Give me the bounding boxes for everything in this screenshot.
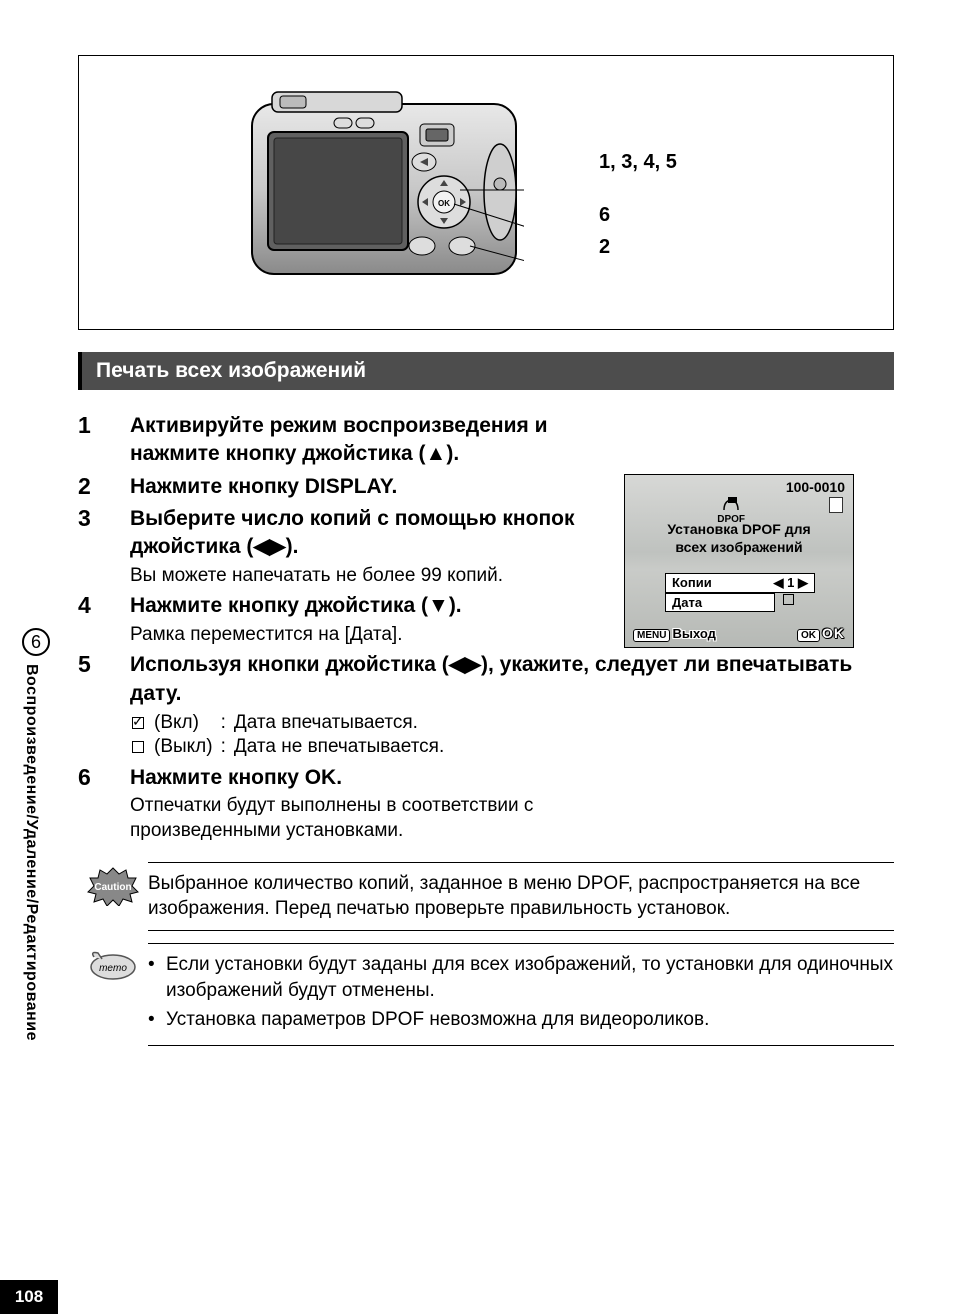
caution-icon: Caution <box>78 862 148 931</box>
step-title: Используя кнопки джойстика (◀▶), укажите… <box>130 651 894 708</box>
chapter-title-vertical: Воспроизведение/Удаление/Редактирование <box>22 664 40 1041</box>
step-desc: Отпечатки будут выполнены в соответствии… <box>130 794 650 843</box>
step-5-options: (Вкл) : Дата впечатывается. (Выкл) : Дат… <box>130 710 452 760</box>
step-number: 2 <box>78 473 130 501</box>
option-off: (Выкл) : Дата не впечатывается. <box>132 736 450 758</box>
lcd-title: Установка DPOF для всех изображений <box>625 521 853 556</box>
memory-card-icon <box>829 497 843 513</box>
page-content: OK 1, 3, 4, 5 6 2 Печать всех изображени… <box>78 0 954 1314</box>
diagram-callout-3: 2 <box>599 236 610 259</box>
menu-badge: MENU <box>633 629 670 642</box>
memo-note: memo Если установки будут заданы для все… <box>78 943 894 1046</box>
camera-diagram-box: OK 1, 3, 4, 5 6 2 <box>78 55 894 330</box>
option-sep: : <box>221 712 232 734</box>
lcd-copies-row: Копии ◀ 1 ▶ <box>665 573 815 593</box>
option-on-label: (Вкл) <box>154 712 219 734</box>
chapter-number: 6 <box>31 632 41 653</box>
ok-badge: OK <box>797 629 820 642</box>
diagram-callout-1: 1, 3, 4, 5 <box>599 151 677 174</box>
svg-text:Caution: Caution <box>94 882 131 893</box>
caution-text: Выбранное количество копий, заданное в м… <box>148 862 894 931</box>
step-1: 1 Активируйте режим воспроизведения и на… <box>78 412 894 469</box>
lcd-title-line2: всех изображений <box>675 539 802 555</box>
page-number: 108 <box>0 1280 58 1314</box>
lcd-copies-value: ◀ 1 ▶ <box>774 575 808 591</box>
step-title: Активируйте режим воспроизведения и нажм… <box>130 412 590 469</box>
lcd-ok: OKOK <box>797 625 845 641</box>
lcd-ok-label: OK <box>822 625 845 641</box>
steps-list: 100-0010 DPOF Установка DPOF для всех из… <box>78 412 894 844</box>
checkbox-unchecked-icon <box>132 741 144 753</box>
camera-illustration: OK <box>244 84 524 294</box>
lcd-copies-label: Копии <box>672 575 712 591</box>
step-number: 6 <box>78 764 130 844</box>
memo-bullet-1: Если установки будут заданы для всех изо… <box>148 952 894 1003</box>
lcd-date-row: Дата <box>665 593 775 612</box>
memo-icon: memo <box>78 943 148 1046</box>
option-off-text: Дата не впечатывается. <box>234 736 450 758</box>
lcd-date-label: Дата <box>672 595 702 610</box>
step-5: 5 Используя кнопки джойстика (◀▶), укажи… <box>78 651 894 760</box>
lcd-exit-label: Выход <box>672 626 715 641</box>
lcd-file-number: 100-0010 <box>786 479 845 495</box>
svg-text:memo: memo <box>99 963 127 974</box>
option-off-label: (Выкл) <box>154 736 219 758</box>
step-number: 4 <box>78 592 130 647</box>
checkbox-checked-icon <box>132 717 144 729</box>
chapter-number-circle: 6 <box>22 628 50 656</box>
lcd-preview: 100-0010 DPOF Установка DPOF для всех из… <box>624 474 854 648</box>
lcd-date-checkbox <box>783 594 794 605</box>
diagram-callout-2: 6 <box>599 204 610 227</box>
memo-bullet-2: Установка параметров DPOF невозможна для… <box>148 1007 894 1033</box>
step-6: 6 Нажмите кнопку OK. Отпечатки будут вып… <box>78 764 894 844</box>
lcd-menu-exit: MENUВыход <box>633 626 716 641</box>
option-on-text: Дата впечатывается. <box>234 712 450 734</box>
step-title: Выберите число копий с помощью кнопок дж… <box>130 505 610 562</box>
section-heading: Печать всех изображений <box>78 352 894 390</box>
step-number: 1 <box>78 412 130 469</box>
svg-text:OK: OK <box>438 199 450 208</box>
step-number: 5 <box>78 651 130 760</box>
step-number: 3 <box>78 505 130 588</box>
memo-text: Если установки будут заданы для всех изо… <box>148 943 894 1046</box>
caution-note: Caution Выбранное количество копий, зада… <box>78 862 894 931</box>
lcd-title-line1: Установка DPOF для <box>667 521 810 537</box>
chapter-tab: 6 Воспроизведение/Удаление/Редактировани… <box>22 628 50 1041</box>
option-sep: : <box>221 736 232 758</box>
option-on: (Вкл) : Дата впечатывается. <box>132 712 450 734</box>
step-title: Нажмите кнопку OK. <box>130 764 894 792</box>
